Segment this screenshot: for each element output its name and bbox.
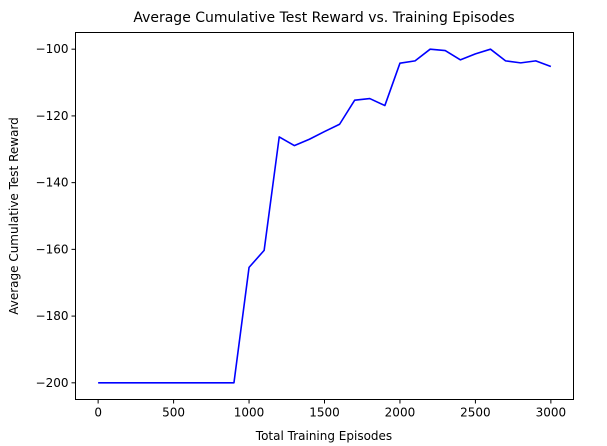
x-tick-label: 1000: [234, 406, 265, 420]
y-tick-label: −120: [36, 109, 69, 123]
y-tick-label: −200: [36, 376, 69, 390]
series-layer: [98, 48, 552, 384]
plot-frame: [75, 32, 574, 400]
x-axis-label: Total Training Episodes: [255, 429, 392, 443]
x-tick-label: 3000: [536, 406, 567, 420]
x-tick-label: 2000: [385, 406, 416, 420]
series-line: [98, 48, 552, 384]
axis-ticks: 0 500 1000 1500 2000 2500 3000 −200 −180 −160 −140…: [36, 42, 567, 419]
x-tick-label: 0: [94, 406, 102, 420]
x-tick-label: 2500: [460, 406, 491, 420]
chart-title: Average Cumulative Test Reward vs. Train…: [133, 10, 514, 26]
y-tick-label: −100: [36, 42, 69, 56]
x-tick-label: 1500: [309, 406, 340, 420]
y-tick-label: −140: [36, 176, 69, 190]
y-tick-label: −180: [36, 309, 69, 323]
y-axis-label: Average Cumulative Test Reward: [7, 117, 21, 315]
y-tick-label: −160: [36, 242, 69, 256]
x-tick-label: 500: [162, 406, 185, 420]
